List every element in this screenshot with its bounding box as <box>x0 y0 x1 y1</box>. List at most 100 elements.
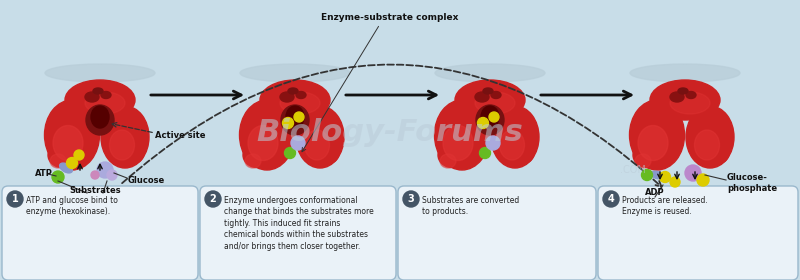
Ellipse shape <box>438 143 466 167</box>
Ellipse shape <box>705 142 729 164</box>
Ellipse shape <box>240 64 350 82</box>
Ellipse shape <box>315 142 339 164</box>
Text: Glucose-
phosphate: Glucose- phosphate <box>727 173 777 193</box>
Ellipse shape <box>53 125 83 160</box>
FancyBboxPatch shape <box>2 186 198 280</box>
Ellipse shape <box>245 154 261 168</box>
Ellipse shape <box>286 106 304 128</box>
Ellipse shape <box>248 125 278 160</box>
Ellipse shape <box>281 105 309 135</box>
FancyBboxPatch shape <box>200 186 396 280</box>
Ellipse shape <box>499 130 525 160</box>
Circle shape <box>659 171 670 183</box>
FancyBboxPatch shape <box>598 186 798 280</box>
Text: Enzyme-substrate complex: Enzyme-substrate complex <box>322 13 458 22</box>
Ellipse shape <box>686 106 734 168</box>
Circle shape <box>205 191 221 207</box>
Ellipse shape <box>110 130 134 160</box>
Text: ATP and glucose bind to
enzyme (hexokinase).: ATP and glucose bind to enzyme (hexokina… <box>26 196 118 216</box>
Text: Substrates: Substrates <box>69 186 121 195</box>
Ellipse shape <box>93 88 103 94</box>
Circle shape <box>685 165 701 181</box>
Circle shape <box>697 174 709 186</box>
Ellipse shape <box>45 100 99 170</box>
Ellipse shape <box>475 92 489 102</box>
Circle shape <box>603 191 619 207</box>
Circle shape <box>52 171 64 183</box>
Ellipse shape <box>510 142 534 164</box>
Text: ADP: ADP <box>645 188 665 197</box>
Text: 4: 4 <box>608 194 614 204</box>
Text: Active site: Active site <box>155 130 206 139</box>
Circle shape <box>91 171 99 179</box>
Ellipse shape <box>65 80 135 120</box>
Ellipse shape <box>440 154 456 168</box>
Circle shape <box>486 136 500 150</box>
Ellipse shape <box>491 92 501 99</box>
Ellipse shape <box>678 88 688 94</box>
Ellipse shape <box>239 100 294 170</box>
Ellipse shape <box>635 154 651 168</box>
Circle shape <box>489 112 499 122</box>
Ellipse shape <box>650 171 663 179</box>
Text: Substrates are converted
to products.: Substrates are converted to products. <box>422 196 519 216</box>
Text: ATP: ATP <box>35 169 53 178</box>
Circle shape <box>97 162 113 178</box>
Ellipse shape <box>280 92 320 114</box>
Ellipse shape <box>101 106 149 168</box>
Ellipse shape <box>670 92 684 102</box>
Circle shape <box>285 148 295 158</box>
Ellipse shape <box>85 92 125 114</box>
Ellipse shape <box>443 125 473 160</box>
Ellipse shape <box>481 106 499 128</box>
Circle shape <box>282 118 294 129</box>
FancyArrowPatch shape <box>122 64 662 187</box>
Circle shape <box>670 177 680 187</box>
Ellipse shape <box>86 105 114 135</box>
Circle shape <box>478 118 489 129</box>
Circle shape <box>642 169 653 181</box>
Ellipse shape <box>434 100 490 170</box>
Text: 1: 1 <box>12 194 18 204</box>
Text: Enzyme undergoes conformational
change that binds the substrates more
tightly. T: Enzyme undergoes conformational change t… <box>224 196 374 251</box>
Ellipse shape <box>85 92 99 102</box>
Ellipse shape <box>633 143 661 167</box>
Ellipse shape <box>475 92 515 114</box>
Text: Products are released.
Enzyme is reused.: Products are released. Enzyme is reused. <box>622 196 708 216</box>
Text: Glucose: Glucose <box>128 176 166 185</box>
Ellipse shape <box>638 125 668 160</box>
Text: 3: 3 <box>408 194 414 204</box>
FancyBboxPatch shape <box>398 186 596 280</box>
Circle shape <box>291 136 305 150</box>
Ellipse shape <box>120 142 144 164</box>
Ellipse shape <box>630 64 740 82</box>
Ellipse shape <box>670 92 710 114</box>
Ellipse shape <box>483 88 493 94</box>
Circle shape <box>403 191 419 207</box>
Ellipse shape <box>435 64 545 82</box>
Ellipse shape <box>476 105 504 135</box>
Ellipse shape <box>650 80 720 120</box>
Ellipse shape <box>630 100 685 170</box>
Ellipse shape <box>305 130 330 160</box>
Ellipse shape <box>91 106 109 128</box>
Text: 2: 2 <box>210 194 216 204</box>
Ellipse shape <box>45 64 155 82</box>
Circle shape <box>294 112 304 122</box>
Ellipse shape <box>50 154 66 168</box>
Circle shape <box>66 158 78 169</box>
Ellipse shape <box>686 92 696 99</box>
Ellipse shape <box>491 106 539 168</box>
Text: .COM: .COM <box>620 165 646 175</box>
Ellipse shape <box>48 143 76 167</box>
Ellipse shape <box>455 80 525 120</box>
Ellipse shape <box>296 92 306 99</box>
Ellipse shape <box>694 130 719 160</box>
Ellipse shape <box>243 143 271 167</box>
Ellipse shape <box>60 163 72 173</box>
Text: Biology-Forums: Biology-Forums <box>257 118 523 146</box>
Circle shape <box>7 191 23 207</box>
Ellipse shape <box>280 92 294 102</box>
Ellipse shape <box>101 92 111 99</box>
Circle shape <box>479 148 490 158</box>
